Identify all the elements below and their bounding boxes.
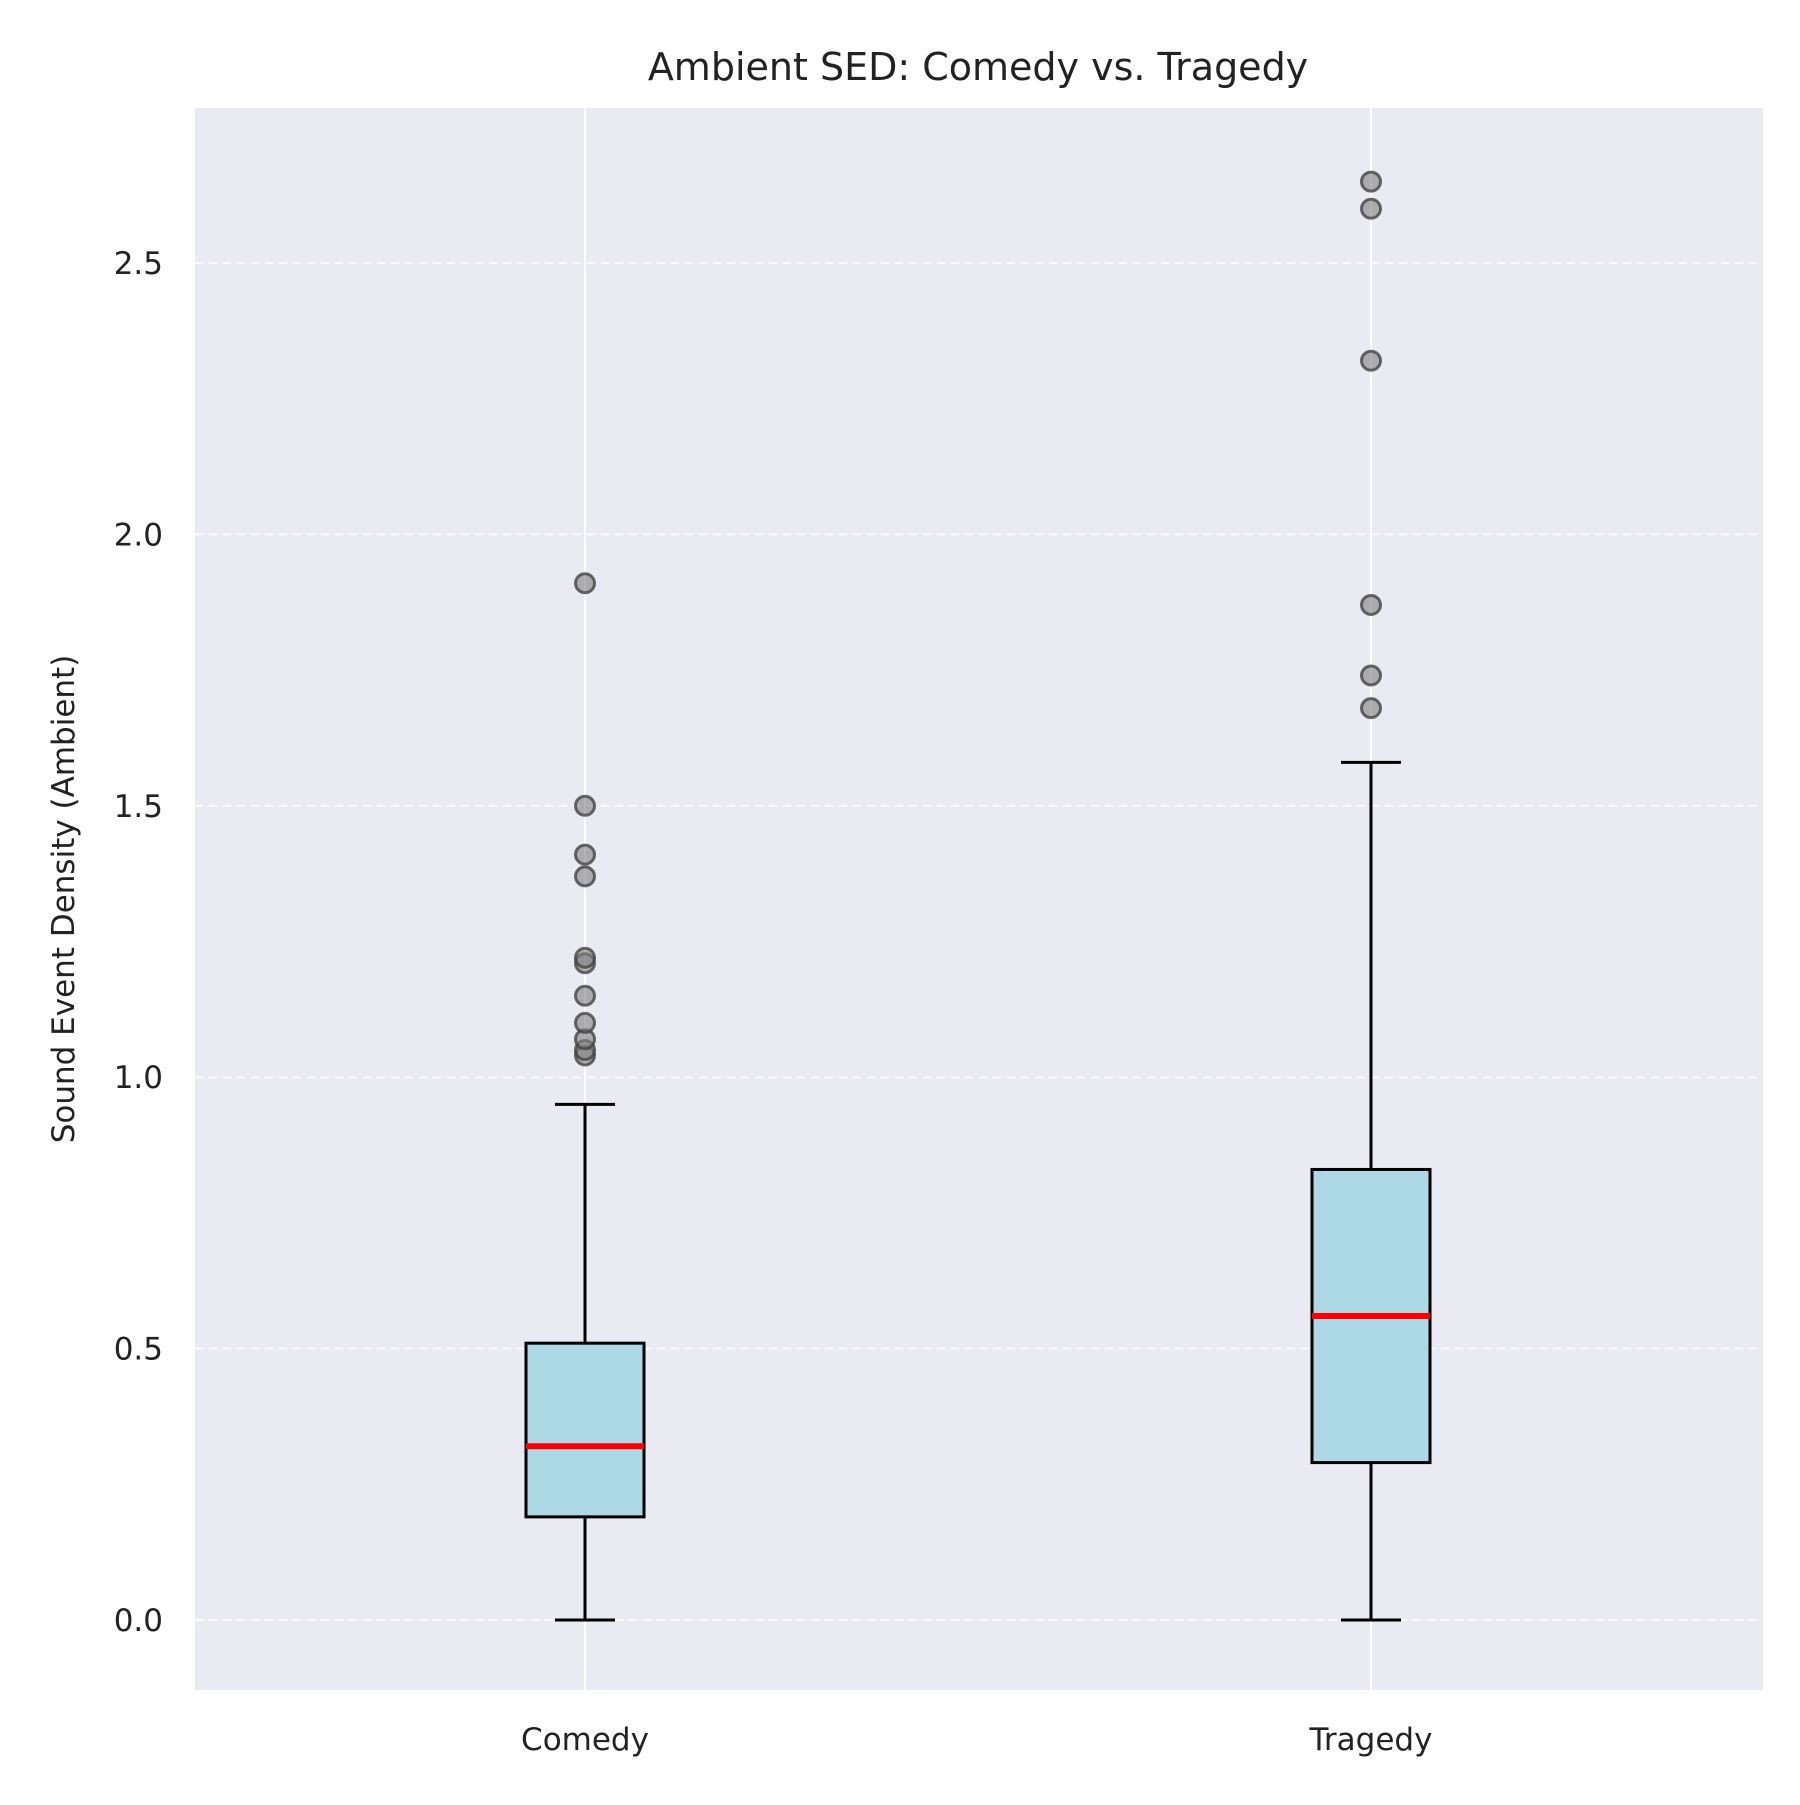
box-layer (524, 170, 1432, 1622)
outlier-point (574, 843, 596, 866)
x-tick-label: Tragedy (1309, 1722, 1433, 1758)
outlier-point (574, 572, 596, 595)
tick-layer: 0.0 0.5 1.0 1.5 2.0 2.5 Comedy Tragedy (114, 246, 1433, 1758)
outlier-point (1360, 697, 1382, 720)
outlier-point (574, 946, 596, 969)
y-tick-label: 0.0 (114, 1603, 163, 1639)
y-tick-label: 2.5 (114, 246, 163, 282)
x-tick-label: Comedy (521, 1722, 649, 1758)
outlier-point (1360, 664, 1382, 687)
box-group-comedy (524, 572, 646, 1622)
plot-area-background (195, 108, 1763, 1690)
chart-title: Ambient SED: Comedy vs. Tragedy (648, 45, 1308, 89)
outlier-point (1360, 170, 1382, 193)
box-group-tragedy (1310, 170, 1432, 1622)
box-iqr (524, 1341, 646, 1519)
outlier-point (574, 1011, 596, 1034)
y-tick-label: 1.0 (114, 1060, 163, 1096)
y-tick-label: 2.0 (114, 517, 163, 553)
y-tick-label: 1.5 (114, 789, 163, 825)
outlier-point (1360, 593, 1382, 616)
y-axis-label: Sound Event Density (Ambient) (46, 655, 82, 1144)
y-tick-label: 0.5 (114, 1332, 163, 1368)
outlier-point (574, 984, 596, 1007)
outlier-point (574, 865, 596, 888)
outlier-point (1360, 349, 1382, 372)
outlier-point (1360, 197, 1382, 220)
outlier-point (574, 794, 596, 817)
